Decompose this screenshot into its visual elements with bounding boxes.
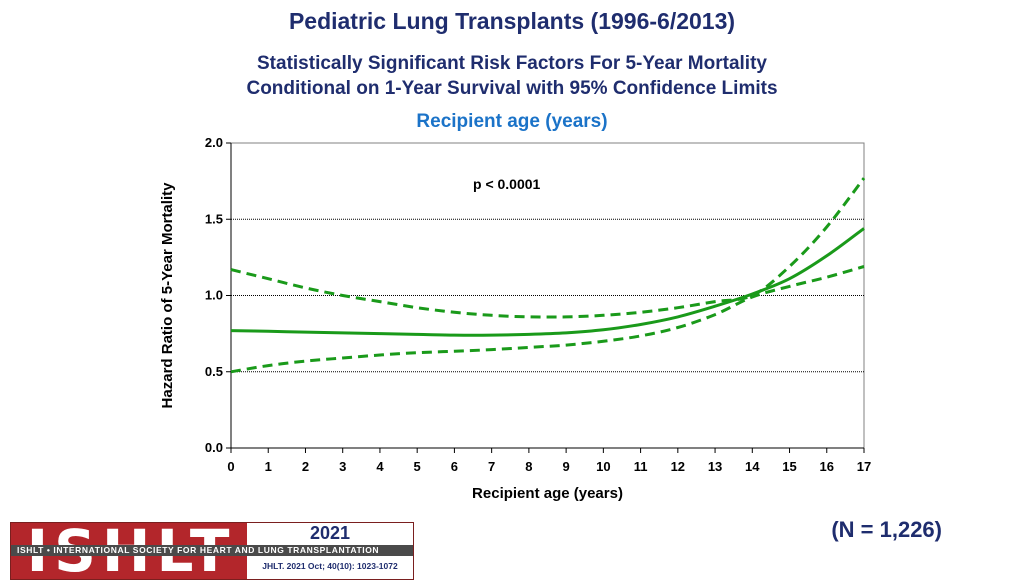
x-tick-label: 3 [339,459,346,474]
x-tick-label: 10 [596,459,610,474]
x-tick-label: 14 [745,459,760,474]
logo-citation: JHLT. 2021 Oct; 40(10): 1023-1072 [262,561,398,571]
x-tick-label: 6 [451,459,458,474]
y-tick-label: 2.0 [205,135,223,150]
upper-confidence-line [230,177,866,319]
sample-size-label: (N = 1,226) [831,517,942,542]
x-tick-label: 13 [708,459,722,474]
page-title: Pediatric Lung Transplants (1996-6/2013) [288,8,736,34]
logo-year: 2021 [309,523,351,543]
y-tick-label: 1.5 [205,211,223,226]
y-tick-label: 0.5 [205,364,223,379]
x-tick-label: 0 [227,459,234,474]
hazard-ratio-line [230,227,865,337]
x-tick-label: 4 [376,459,384,474]
x-tick-label: 9 [563,459,570,474]
y-tick-label: 0.0 [205,440,223,455]
lower-confidence-line [230,265,865,374]
x-tick-label: 11 [634,459,648,474]
x-tick-label: 16 [820,459,834,474]
chart-heading: Recipient age (years) [416,111,608,132]
x-tick-label: 15 [782,459,796,474]
x-tick-label: 7 [488,459,495,474]
subtitle-line-1: Statistically Significant Risk Factors F… [257,53,767,74]
x-axis-title: Recipient age (years) [472,485,623,502]
x-tick-label: 12 [671,459,685,474]
x-tick-label: 5 [414,459,421,474]
ishlt-logo: ISHLT ISHLT • INTERNATIONAL SOCIETY FOR … [10,522,414,580]
y-axis-title: Hazard Ratio of 5-Year Mortality [159,182,176,409]
x-tick-label: 2 [302,459,309,474]
x-tick-label: 1 [265,459,272,474]
y-tick-label: 1.0 [205,288,223,303]
x-tick-label: 17 [857,459,871,474]
x-tick-label: 8 [525,459,532,474]
p-value-annotation: p < 0.0001 [473,176,541,192]
logo-band-text: ISHLT • INTERNATIONAL SOCIETY FOR HEART … [11,545,413,556]
subtitle-line-2: Conditional on 1-Year Survival with 95% … [246,78,778,99]
